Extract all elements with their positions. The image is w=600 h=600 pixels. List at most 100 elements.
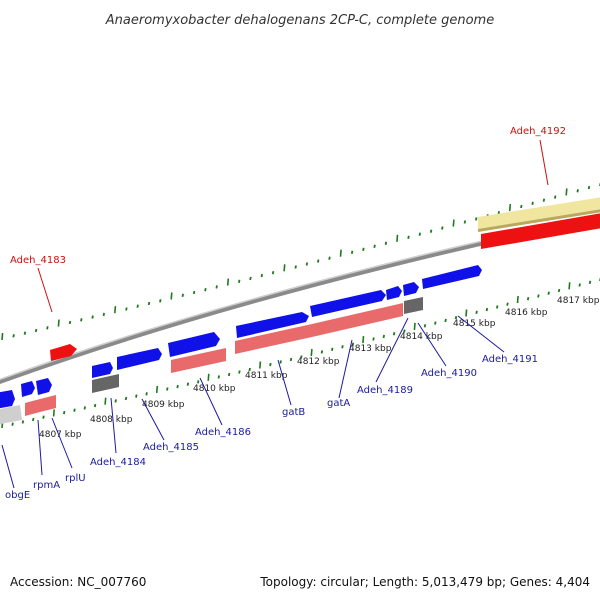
gene-label[interactable]: Adeh_4186 [195, 427, 251, 438]
cds-arrow[interactable] [0, 390, 15, 409]
leader-line [141, 398, 165, 441]
major-tick [283, 264, 286, 272]
minor-tick [362, 247, 365, 251]
minor-tick [331, 347, 334, 351]
minor-tick [407, 235, 410, 239]
cds-arrow[interactable] [21, 381, 35, 397]
minor-tick [83, 406, 86, 410]
minor-tick [576, 189, 579, 193]
major-tick [396, 234, 399, 242]
repeat-region[interactable] [478, 197, 600, 230]
minor-tick [557, 288, 561, 293]
gene-label[interactable]: Adeh_4184 [90, 457, 146, 468]
minor-tick [526, 297, 530, 301]
minor-tick [114, 399, 117, 403]
minor-tick [434, 321, 437, 325]
major-tick [52, 409, 55, 417]
minor-tick [159, 299, 162, 303]
rna-feature[interactable] [0, 405, 22, 425]
cds-arrow[interactable] [36, 378, 52, 395]
minor-tick [531, 201, 534, 205]
minor-tick [12, 334, 15, 338]
minor-tick [351, 342, 355, 346]
map-title: Anaeromyxobacter dehalogenans 2CP-C, com… [105, 13, 494, 28]
cds-arrow[interactable] [168, 332, 220, 357]
minor-tick [384, 241, 388, 245]
gene-label[interactable]: Adeh_4190 [421, 368, 477, 379]
minor-tick [215, 285, 218, 289]
gene-label[interactable]: Adeh_4189 [357, 385, 413, 396]
minor-tick [372, 337, 375, 341]
leader-line [457, 315, 505, 353]
minor-tick [145, 392, 148, 396]
minor-tick [197, 380, 200, 384]
minor-tick [46, 326, 49, 330]
minor-tick [350, 250, 354, 254]
minor-tick [475, 310, 478, 314]
minor-tick [269, 362, 272, 367]
gene-label[interactable]: rplU [65, 473, 86, 484]
minor-tick [93, 403, 97, 408]
kbp-label: 4809 kbp [142, 400, 185, 410]
pseudo-feature[interactable] [404, 297, 423, 314]
rna-feature[interactable] [171, 348, 226, 373]
minor-tick [294, 265, 297, 269]
minor-tick [147, 301, 151, 306]
minor-tick [454, 316, 458, 320]
minor-tick [475, 217, 478, 221]
minor-tick [136, 304, 139, 308]
genome-summary-text: Topology: circular; Length: 5,013,479 bp… [259, 575, 590, 589]
leader-line [37, 419, 43, 476]
rna-feature[interactable] [40, 395, 56, 412]
gene-label[interactable]: gatB [282, 407, 305, 418]
gene-label[interactable]: obgE [5, 490, 30, 501]
gene-feature-adeh-4183[interactable] [50, 344, 77, 361]
minor-tick [441, 226, 444, 230]
minor-tick [238, 279, 241, 283]
minor-tick [271, 271, 275, 275]
major-tick [310, 348, 313, 357]
gene-label[interactable]: Adeh_4185 [143, 442, 199, 453]
minor-tick [124, 396, 128, 401]
gene-label[interactable]: rpmA [33, 480, 60, 491]
minor-tick [32, 417, 35, 422]
gene-label[interactable]: gatA [327, 398, 350, 409]
rna-feature[interactable] [235, 324, 312, 354]
cds-arrow[interactable] [117, 348, 162, 370]
cds-arrow[interactable] [92, 362, 113, 378]
minor-tick [102, 312, 105, 317]
cds-arrow[interactable] [403, 282, 419, 296]
leader-line [277, 359, 292, 406]
cds-arrow[interactable] [236, 312, 309, 338]
cds-track-forward [0, 265, 482, 409]
gene-label[interactable]: Adeh_4192 [510, 126, 566, 137]
minor-tick [166, 387, 169, 391]
minor-tick [429, 229, 433, 233]
kbp-label: 4817 kbp [557, 296, 600, 306]
pseudo-feature[interactable] [92, 374, 119, 393]
leader-line [375, 317, 409, 383]
minor-tick [135, 394, 138, 398]
minor-tick [249, 276, 252, 281]
minor-tick [382, 334, 385, 339]
kbp-label: 4808 kbp [90, 415, 133, 425]
gene-label[interactable]: Adeh_4191 [482, 354, 538, 365]
minor-tick [547, 291, 550, 295]
leader-line [51, 417, 73, 469]
cds-arrow[interactable] [310, 290, 386, 317]
minor-tick [588, 280, 592, 284]
cds-arrow[interactable] [386, 286, 402, 300]
minor-tick [238, 370, 241, 374]
gene-label[interactable]: Adeh_4183 [10, 255, 66, 266]
minor-tick [520, 204, 523, 209]
kbp-label: 4807 kbp [39, 430, 82, 440]
minor-tick [73, 408, 76, 412]
minor-tick [181, 293, 184, 297]
rna-feature[interactable] [25, 399, 40, 416]
cds-arrow[interactable] [422, 265, 482, 289]
major-tick [57, 319, 60, 327]
major-tick [568, 282, 571, 290]
gene-feature-adeh-4192[interactable] [481, 213, 600, 249]
major-tick [207, 373, 210, 381]
rna-feature[interactable] [312, 303, 403, 337]
